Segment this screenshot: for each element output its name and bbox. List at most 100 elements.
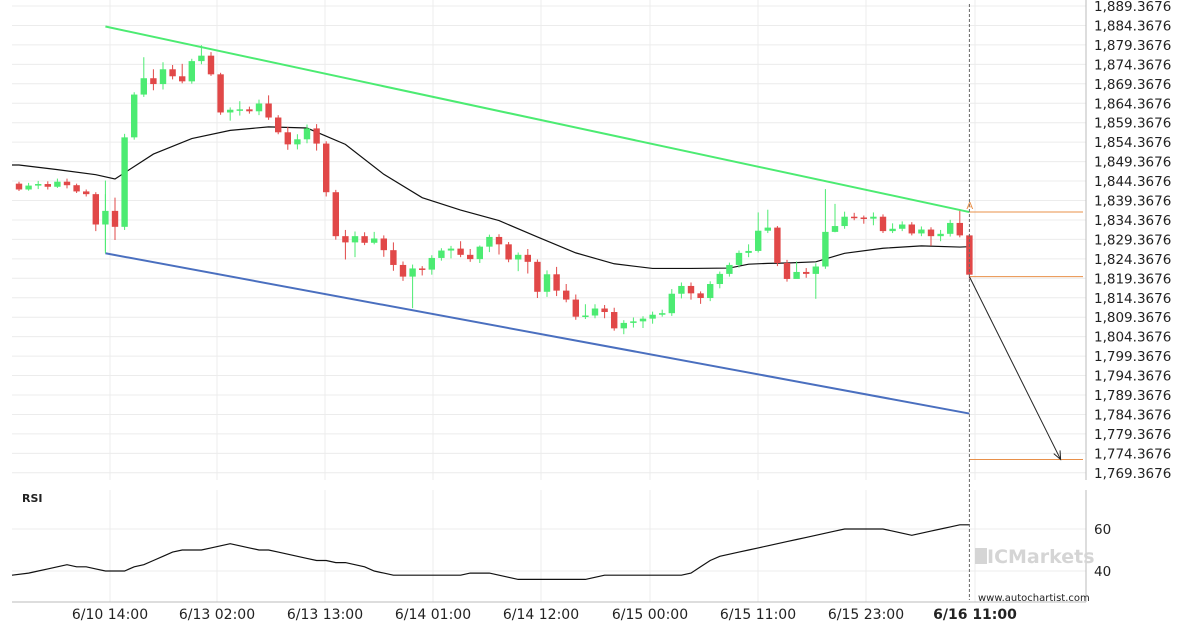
candle-body [687,285,695,294]
candle-body [851,216,858,219]
candle [428,255,435,275]
candle-body [428,257,435,270]
candle [63,178,71,189]
candle [649,311,656,324]
candle-body [198,55,205,62]
candle [140,57,147,97]
candle [659,309,666,317]
candle-body [755,230,762,251]
price-tick-label: 1,779.3676 [1094,427,1171,443]
candle [553,266,560,297]
candle [764,209,771,234]
time-tick-label: 6/14 01:00 [395,607,471,623]
price-tick-label: 1,829.3676 [1094,232,1171,248]
candle [524,248,531,274]
candle [361,232,368,246]
candle [111,197,119,241]
candle [35,180,42,190]
price-tick-label: 1,844.3676 [1094,174,1171,190]
candle [601,305,608,319]
candle-body [860,217,867,219]
candle [908,222,915,236]
candle-body [495,236,503,245]
candle-body [543,274,551,292]
candle-body [812,266,819,274]
price-tick-label: 1,834.3676 [1094,213,1171,229]
candle [303,124,311,144]
candle-body [927,229,935,237]
candle-body [947,222,954,234]
candle-body [63,181,71,186]
price-tick-label: 1,799.3676 [1094,349,1171,365]
candle [755,212,762,253]
candle [947,219,954,237]
price-axis-labels: 1,889.3676 1,884.3676 1,879.3676 1,874.3676… [1094,0,1171,482]
candle-body [822,231,829,267]
candle-body [361,236,368,243]
candle [323,141,330,197]
candle [371,231,378,245]
candle [236,101,243,116]
candle [831,203,839,233]
candle-body [937,233,944,237]
candle [332,189,339,240]
channel-upper-line [105,25,970,214]
candle-body [275,117,282,133]
candle [390,242,397,271]
price-tick-label: 1,824.3676 [1094,252,1171,268]
time-tick-label: 6/10 14:00 [72,607,148,623]
candle [543,270,551,297]
candle-body [668,293,675,314]
price-tick-label: 1,784.3676 [1094,407,1171,423]
candle [572,294,579,320]
candle-body [515,254,522,260]
candle [399,261,407,281]
price-tick-label: 1,804.3676 [1094,330,1171,346]
candle [851,212,858,221]
ma-layer [12,126,970,270]
candle [351,231,359,258]
candle [54,178,61,188]
price-tick-label: 1,819.3676 [1094,271,1171,287]
time-tick-label: 6/14 12:00 [503,607,579,623]
candle [121,133,128,230]
candle-body [659,313,666,315]
candle [879,214,887,234]
projection-arrow [968,276,1062,460]
candle [255,99,263,116]
candle [44,181,51,190]
candle [227,107,234,121]
candle [956,210,963,238]
candle-body [918,229,925,234]
candle [419,266,426,276]
site-url: www.autochartist.com [978,593,1090,604]
candle-body [611,312,618,329]
candle [889,223,896,234]
price-tick-label: 1,849.3676 [1094,155,1171,171]
level-layer [968,211,1083,461]
watermark-layer: ICMarkets www.autochartist.com [975,546,1095,604]
time-axis-labels: 6/10 14:00 6/13 02:00 6/13 13:00 6/14 01:00… [72,607,1017,623]
pattern-marker-label: A [966,201,973,212]
price-tick-label: 1,789.3676 [1094,388,1171,404]
candle [457,241,464,258]
candle-body [486,236,493,247]
candle [159,62,167,90]
candle-body [159,69,167,85]
candle-body [217,74,224,113]
time-tick-label: 6/15 23:00 [828,607,904,623]
price-tick-label: 1,794.3676 [1094,369,1171,385]
candle-body [303,128,311,140]
candle-body [467,254,474,260]
candle [639,316,647,328]
candle [179,63,186,84]
candle-body [140,78,147,95]
price-tick-label: 1,769.3676 [1094,466,1171,482]
candle-body [793,271,800,279]
candle [870,212,877,226]
candle-body [246,109,253,112]
time-tick-label: 6/13 13:00 [287,607,363,623]
price-tick-label: 1,879.3676 [1094,38,1171,54]
candle [284,126,291,150]
candle [793,261,800,279]
